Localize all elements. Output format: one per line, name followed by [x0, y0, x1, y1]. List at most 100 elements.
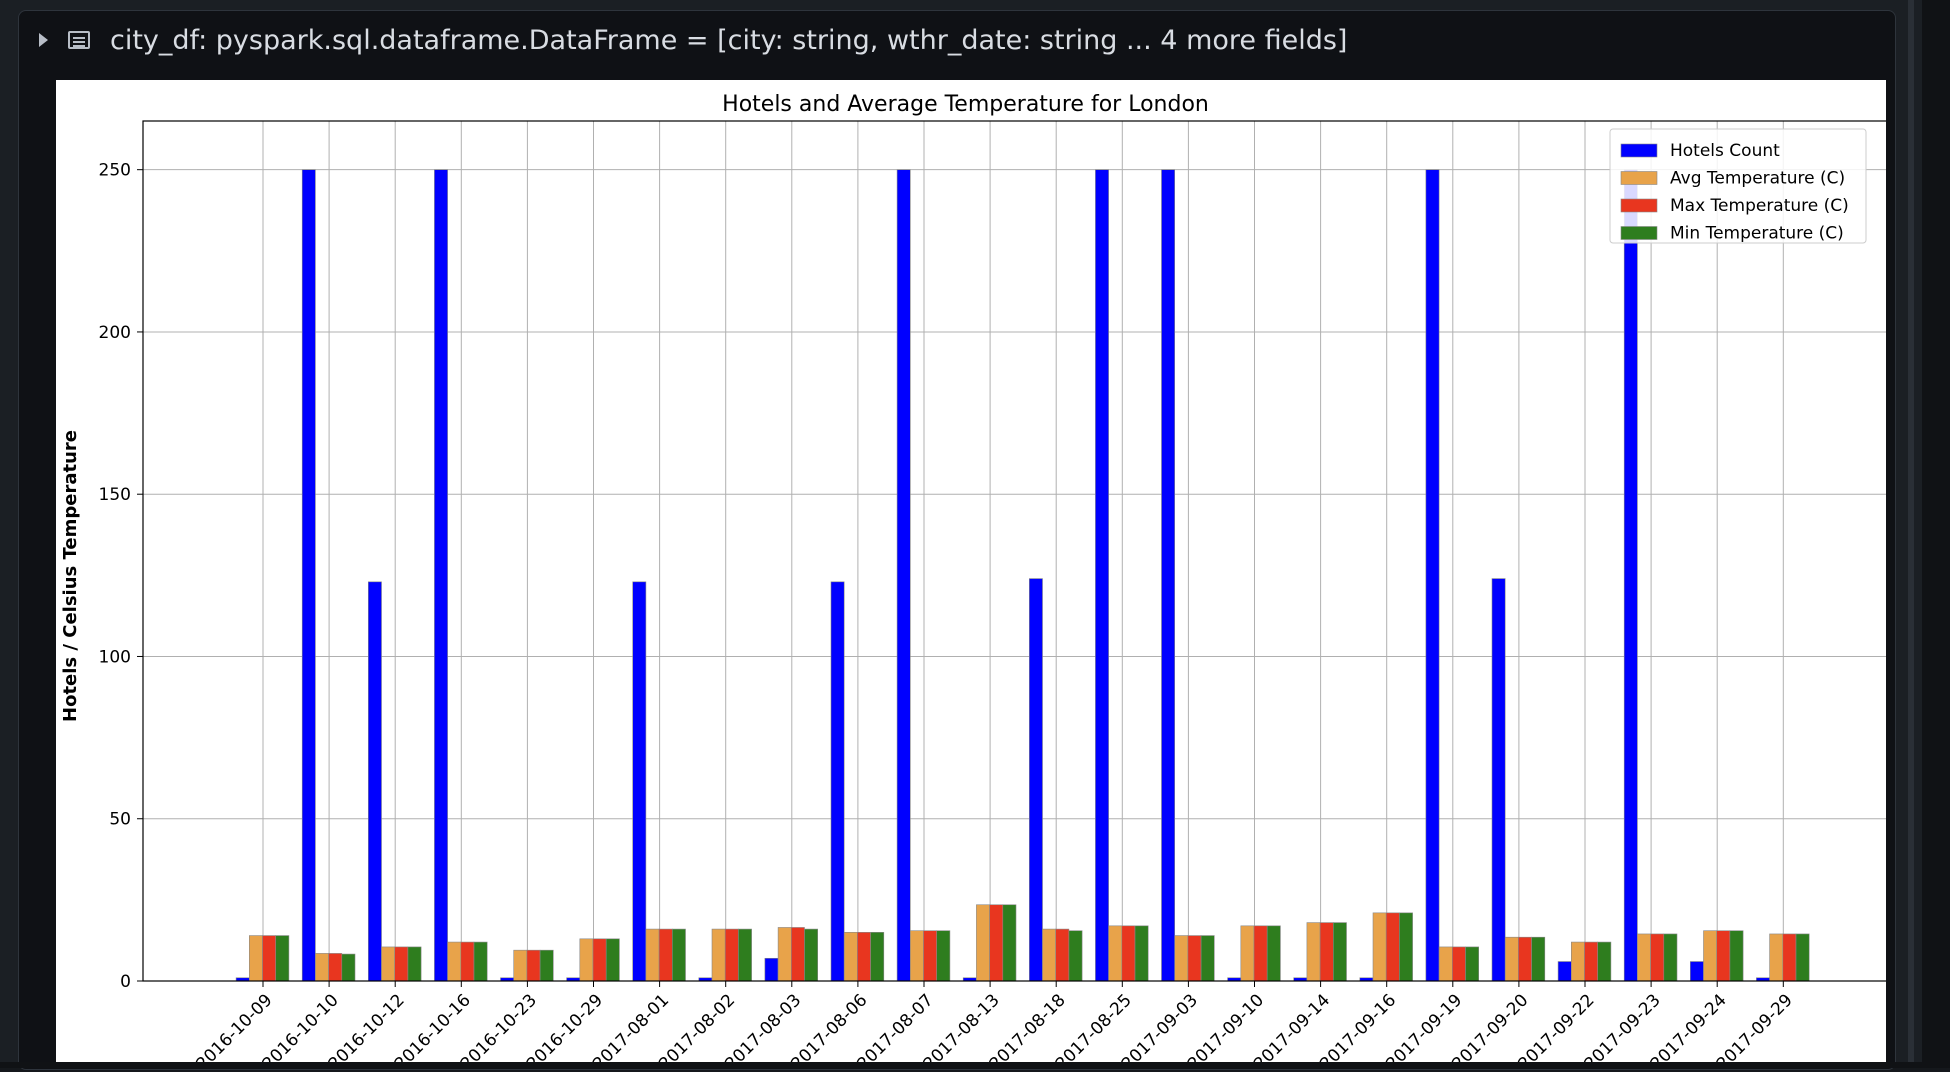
- right-gutter: [1922, 0, 1950, 1068]
- bar-avg-temperature-c: [1108, 925, 1123, 982]
- bar-hotels-count: [1623, 169, 1638, 982]
- bar-avg-temperature-c: [447, 941, 462, 982]
- bar-avg-temperature-c: [843, 932, 858, 982]
- bar-max-temperature-c: [1187, 935, 1202, 982]
- bar-avg-temperature-c: [513, 949, 528, 982]
- bar-min-temperature-c: [473, 941, 488, 982]
- table-icon: [68, 31, 90, 49]
- bar-min-temperature-c: [804, 928, 818, 982]
- bar-max-temperature-c: [1452, 946, 1466, 982]
- scrollbar-track[interactable]: [1908, 0, 1914, 1068]
- bar-avg-temperature-c: [1703, 930, 1717, 982]
- bar-max-temperature-c: [328, 953, 343, 982]
- bar-max-temperature-c: [790, 927, 805, 982]
- bar-hotels-count: [1028, 578, 1043, 982]
- bar-min-temperature-c: [539, 949, 554, 982]
- bar-min-temperature-c: [936, 930, 951, 982]
- y-axis-label: Hotels / Celsius Temperature: [60, 430, 81, 722]
- dataframe-variable-name: city_df:: [110, 24, 208, 56]
- bar-max-temperature-c: [1650, 933, 1665, 982]
- bar-min-temperature-c: [1465, 946, 1479, 982]
- bar-hotels-count: [1491, 578, 1506, 982]
- bar-avg-temperature-c: [1769, 933, 1784, 982]
- legend-box: [1609, 128, 1867, 244]
- expand-caret-icon[interactable]: [39, 33, 48, 47]
- bar-max-temperature-c: [923, 930, 937, 982]
- bar-hotels-count: [1095, 169, 1109, 982]
- legend-swatch: [1620, 143, 1658, 158]
- legend-swatch: [1620, 198, 1658, 213]
- bar-max-temperature-c: [1319, 922, 1334, 982]
- bar-min-temperature-c: [1200, 935, 1215, 982]
- bar-hotels-count: [764, 957, 779, 982]
- bar-max-temperature-c: [1385, 912, 1400, 982]
- bar-min-temperature-c: [1266, 925, 1281, 982]
- bar-min-temperature-c: [1795, 933, 1810, 982]
- legend-label: Min Temperature (C): [1670, 224, 1844, 244]
- bar-hotels-count: [896, 169, 911, 982]
- bar-avg-temperature-c: [381, 946, 395, 982]
- bar-hotels-count: [830, 581, 845, 982]
- bar-max-temperature-c: [592, 938, 607, 982]
- bar-max-temperature-c: [1055, 928, 1070, 982]
- chart-title: Hotels and Average Temperature for Londo…: [722, 92, 1209, 117]
- bar-max-temperature-c: [857, 932, 871, 982]
- bar-min-temperature-c: [1597, 941, 1612, 982]
- bar-max-temperature-c: [262, 935, 276, 982]
- bar-min-temperature-c: [1068, 930, 1083, 982]
- bottom-edge: [0, 1062, 1950, 1068]
- bar-max-temperature-c: [724, 928, 739, 982]
- bar-avg-temperature-c: [645, 928, 660, 982]
- bar-max-temperature-c: [460, 941, 475, 982]
- bar-hotels-count: [1425, 169, 1440, 982]
- bar-hotels-count: [367, 581, 382, 982]
- bar-avg-temperature-c: [1504, 936, 1519, 982]
- plot-output: Hotels and Average Temperature for Londo…: [56, 80, 1889, 1072]
- bar-avg-temperature-c: [711, 928, 726, 982]
- bar-avg-temperature-c: [976, 904, 990, 982]
- bar-min-temperature-c: [341, 953, 356, 982]
- bar-min-temperature-c: [1333, 922, 1347, 982]
- bar-chart: Hotels and Average Temperature for Londo…: [60, 92, 1889, 1072]
- legend-swatch: [1620, 226, 1658, 240]
- bar-hotels-count: [301, 169, 316, 982]
- bar-avg-temperature-c: [1174, 935, 1189, 982]
- bar-min-temperature-c: [1002, 904, 1017, 982]
- bar-hotels-count: [1161, 169, 1175, 982]
- dataframe-schema: [207, 25, 216, 56]
- bar-max-temperature-c: [1518, 936, 1532, 982]
- bar-avg-temperature-c: [777, 927, 792, 982]
- bar-max-temperature-c: [989, 904, 1004, 982]
- bar-avg-temperature-c: [1438, 946, 1453, 982]
- bar-max-temperature-c: [1253, 925, 1268, 982]
- bar-avg-temperature-c: [1571, 941, 1585, 982]
- bar-min-temperature-c: [1729, 930, 1744, 982]
- bar-max-temperature-c: [1716, 930, 1731, 982]
- bar-avg-temperature-c: [909, 930, 924, 982]
- bar-avg-temperature-c: [579, 938, 594, 982]
- y-tick-label: 50: [109, 810, 131, 830]
- bar-avg-temperature-c: [1637, 933, 1651, 982]
- bar-avg-temperature-c: [315, 953, 329, 982]
- bar-min-temperature-c: [1531, 936, 1546, 982]
- bar-max-temperature-c: [1584, 941, 1598, 982]
- legend-label: Hotels Count: [1670, 141, 1780, 161]
- bar-min-temperature-c: [870, 932, 885, 982]
- bar-avg-temperature-c: [1306, 922, 1321, 982]
- bar-max-temperature-c: [394, 946, 409, 982]
- bar-avg-temperature-c: [1240, 925, 1255, 982]
- bar-min-temperature-c: [738, 928, 752, 982]
- bar-avg-temperature-c: [249, 935, 263, 982]
- dataframe-type: pyspark.sql.dataframe.DataFrame = [city:…: [215, 24, 1348, 56]
- y-tick-label: 250: [99, 161, 131, 181]
- y-tick-label: 0: [120, 972, 131, 992]
- bar-min-temperature-c: [407, 946, 422, 982]
- bar-min-temperature-c: [671, 928, 686, 982]
- legend-swatch: [1620, 171, 1658, 185]
- bar-min-temperature-c: [1399, 912, 1413, 982]
- bar-max-temperature-c: [1121, 925, 1136, 982]
- bar-max-temperature-c: [1782, 933, 1797, 982]
- bar-hotels-count: [434, 169, 448, 982]
- legend-label: Avg Temperature (C): [1670, 169, 1845, 189]
